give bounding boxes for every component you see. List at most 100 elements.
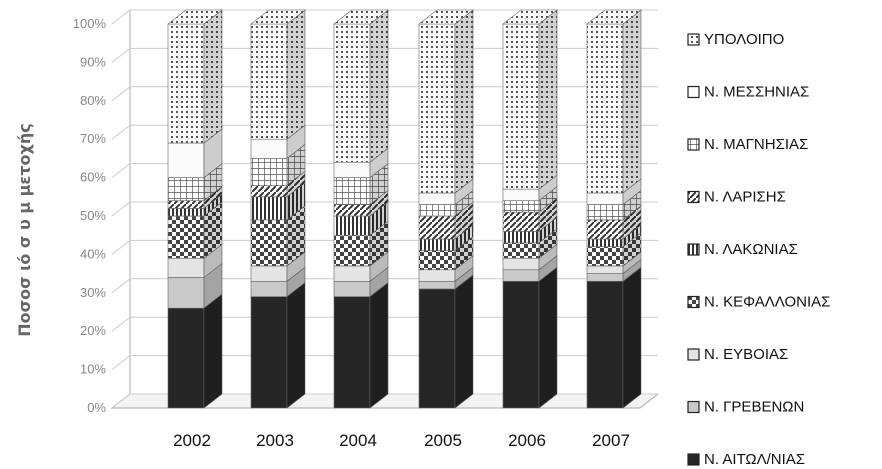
bar-segment — [502, 9, 558, 190]
bar-side-shade — [455, 255, 473, 282]
bar-front — [418, 192, 456, 205]
bar-side-shade — [287, 10, 305, 140]
bar-side-shade — [370, 190, 388, 216]
bar-segment — [167, 243, 223, 279]
bar-segment — [586, 232, 642, 267]
bar-side-shade — [370, 251, 388, 282]
bar-front — [167, 215, 205, 259]
bar-side-shade — [539, 228, 557, 259]
bar-side-shade — [455, 202, 473, 240]
legend-item: Ν. ΛΑΡΙΣΗΣ — [687, 189, 786, 206]
bar-front — [418, 288, 456, 409]
gridline — [111, 316, 658, 332]
bar-side-shade — [204, 194, 222, 216]
bar-side-shade — [539, 244, 557, 270]
bar-top — [418, 9, 474, 25]
bar-segment — [250, 251, 306, 282]
legend-label: Ν. ΛΑΡΙΣΗΣ — [704, 189, 786, 206]
bar-side-shade — [370, 221, 388, 266]
bar-side-shade — [287, 267, 305, 297]
bar-front — [167, 208, 205, 217]
bar-side-shade — [204, 202, 222, 259]
legend-item: Ν. ΜΕΣΣΗΝΙΑΣ — [687, 84, 809, 101]
bar-front — [250, 23, 288, 140]
bar-front — [502, 231, 540, 244]
bar-side-shade — [287, 205, 305, 266]
bar-side-shade — [623, 251, 641, 274]
bar-side-shade — [539, 267, 557, 408]
bar-segment — [333, 9, 389, 163]
bar-front — [586, 204, 624, 221]
bar-front — [586, 280, 624, 409]
bar-front — [586, 246, 624, 267]
x-category-label: 2004 — [339, 431, 377, 450]
gridline — [111, 163, 658, 178]
y-tick-label: 80% — [80, 93, 106, 108]
x-category-label: 2003 — [256, 431, 294, 450]
bar-side-shade — [287, 171, 305, 197]
bar-front — [250, 184, 288, 198]
legend-item: Ν. ΑΙΤΩΛ/ΝΙΑΣ — [687, 451, 805, 468]
y-tick-label: 10% — [80, 362, 106, 377]
y-tick-label: 0% — [87, 400, 106, 415]
bar-segment — [250, 9, 306, 140]
bar-front — [333, 296, 371, 409]
bar-side-shade — [455, 236, 473, 270]
bar-side-shade — [455, 274, 473, 408]
bar-front — [586, 238, 624, 248]
bar-front — [167, 142, 205, 178]
x-category-label: 2006 — [508, 431, 546, 450]
bar-segment — [167, 262, 223, 309]
bar-side-shade — [623, 225, 641, 247]
bar-front — [167, 200, 205, 209]
legend-swatch — [687, 138, 700, 151]
bar-top — [333, 9, 389, 25]
legend-swatch — [687, 400, 700, 414]
bar-top — [250, 9, 306, 25]
bar-side-shade — [623, 267, 641, 408]
gridline — [111, 86, 658, 102]
bar-segment — [250, 124, 306, 160]
bar-side-shade — [539, 186, 557, 213]
bar-front — [418, 238, 456, 251]
bar-side-shade — [623, 232, 641, 266]
bar-front — [250, 219, 288, 267]
bar-front — [250, 138, 288, 159]
bar-side-shade — [455, 190, 473, 216]
legend-item: Ν. ΚΕΦΑΛΛΟΝΙΑΣ — [687, 294, 830, 311]
legend-label: Ν. ΛΑΚΩΝΙΑΣ — [704, 241, 798, 258]
bar-segment — [250, 205, 306, 267]
bar-front — [167, 307, 205, 409]
bar-side-shade — [539, 175, 557, 201]
bar-front — [250, 265, 288, 282]
bar-front — [167, 257, 205, 278]
bar-segment — [418, 9, 474, 194]
bar-side-shade — [623, 10, 641, 193]
y-axis-label: Ποσοσ ιό σ υ μ μετοχής — [15, 123, 34, 337]
bar-side-shade — [287, 251, 305, 282]
y-axis-ticks: 0% 10% 20% 30% 40% 50% 60% 70% 80% 90% 100% — [73, 16, 107, 415]
gridline — [111, 9, 658, 25]
bar-segment — [418, 224, 474, 252]
bar-segment — [167, 293, 223, 409]
gridline — [111, 124, 658, 140]
gridline — [111, 355, 658, 370]
bar-front — [418, 204, 456, 217]
bar-front — [418, 269, 456, 282]
bar-segment — [167, 162, 223, 202]
bar-front — [333, 215, 371, 236]
bar-side-shade — [287, 144, 305, 186]
bar-front — [418, 280, 456, 290]
legend-label: Ν. ΓΡΕΒΕΝΩΝ — [704, 399, 804, 416]
bar-front — [333, 23, 371, 163]
bar-segment — [167, 9, 223, 144]
bar-segment — [418, 274, 474, 409]
legend-label: Ν. ΜΑΓΝΗΣΙΑΣ — [704, 136, 808, 153]
y-tick-label: 50% — [80, 208, 106, 223]
bar-segment — [502, 197, 558, 232]
bar-front — [333, 177, 371, 205]
bar-side-shade — [539, 10, 557, 190]
bar-side-shade — [204, 186, 222, 209]
bar-side-shade — [370, 148, 388, 178]
bar-side-shade — [204, 10, 222, 144]
